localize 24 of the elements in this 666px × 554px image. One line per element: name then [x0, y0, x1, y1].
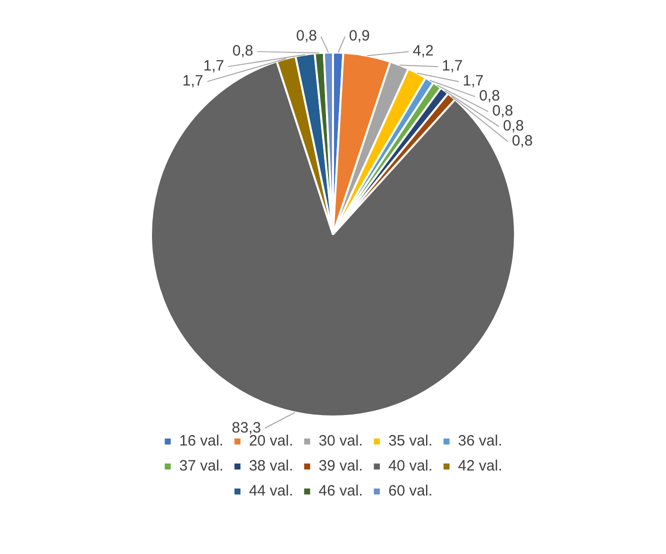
legend-label: 39 val.: [318, 458, 363, 475]
legend-label: 60 val.: [388, 482, 433, 500]
legend-label: 35 val.: [388, 432, 433, 450]
legend-label: 30 val.: [318, 432, 363, 450]
data-label: 0,8: [503, 118, 524, 135]
legend-label: 46 val.: [318, 482, 363, 500]
legend-label: 40 val.: [388, 458, 433, 475]
legend-label: 42 val.: [458, 458, 502, 475]
data-label: 0,8: [232, 42, 254, 60]
data-label: 0,8: [479, 88, 500, 105]
legend-label: 38 val.: [248, 458, 294, 475]
data-label: 1,7: [182, 72, 204, 90]
data-label: 1,7: [203, 58, 224, 75]
data-label: 0,8: [296, 28, 317, 45]
data-label: 0,8: [492, 102, 514, 120]
legend-label: 37 val.: [179, 458, 224, 475]
legend-label: 16 val.: [179, 432, 224, 450]
data-label: 4,2: [412, 42, 434, 60]
data-label: 1,7: [442, 58, 463, 75]
data-label: 0,9: [349, 28, 370, 45]
legend-label: 36 val.: [458, 432, 502, 450]
data-label: 1,7: [462, 72, 484, 90]
data-label: 0,8: [512, 132, 533, 150]
legend-label: 44 val.: [248, 482, 294, 500]
